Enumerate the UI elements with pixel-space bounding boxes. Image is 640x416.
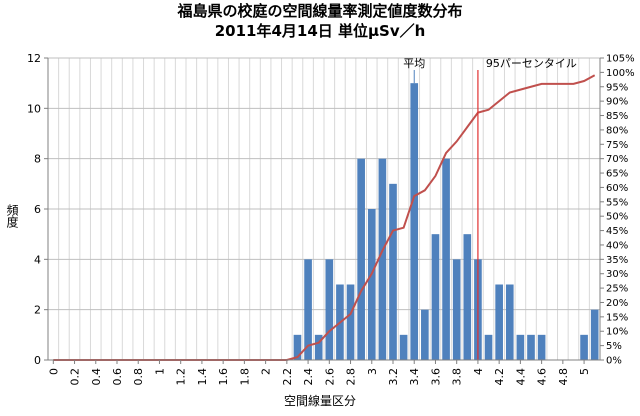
x-tick-label: 3.6 xyxy=(429,368,442,386)
x-tick-label: 4.6 xyxy=(536,368,549,386)
x-tick-label: 0.2 xyxy=(69,368,82,386)
x-tick-label: 4.8 xyxy=(557,368,570,386)
y2-tick-label: 30% xyxy=(606,269,628,280)
y2-tick-label: 95% xyxy=(606,82,628,93)
y2-tick-label: 50% xyxy=(606,212,628,223)
y2-tick-label: 15% xyxy=(606,312,628,323)
chart-title: 福島県の校庭の空間線量率測定値度数分布 xyxy=(177,2,463,20)
bar xyxy=(431,234,440,360)
y-tick-label: 0 xyxy=(34,354,41,367)
x-tick-label: 5 xyxy=(578,368,591,375)
y2-tick-label: 45% xyxy=(606,226,628,237)
y2-tick-label: 20% xyxy=(606,298,628,309)
y2-tick-label: 40% xyxy=(606,240,628,251)
x-tick-label: 2.2 xyxy=(281,368,294,386)
mean-annotation: 平均 xyxy=(403,57,425,70)
y2-tick-label: 90% xyxy=(606,97,628,108)
bar xyxy=(293,334,302,360)
x-axis-label: 空間線量区分 xyxy=(283,394,356,408)
x-tick-label: 2.8 xyxy=(345,368,358,386)
bar xyxy=(304,259,312,360)
x-tick-label: 1.8 xyxy=(238,368,251,386)
bar xyxy=(367,209,376,360)
bar xyxy=(378,158,387,360)
y-tick-label: 4 xyxy=(34,253,41,266)
bar xyxy=(505,284,514,360)
x-tick-label: 0.8 xyxy=(132,368,145,386)
y-axis-label: 頻度 xyxy=(5,204,19,228)
x-tick-label: 0.6 xyxy=(111,368,124,386)
y2-tick-label: 85% xyxy=(606,111,628,122)
y2-tick-label: 10% xyxy=(606,327,628,338)
x-tick-label: 1.4 xyxy=(196,368,209,386)
x-tick-label: 4.4 xyxy=(514,368,527,386)
bar xyxy=(495,284,503,360)
x-tick-label: 3.2 xyxy=(387,368,400,386)
y2-tick-label: 5% xyxy=(606,341,622,352)
bar xyxy=(442,158,450,360)
bar xyxy=(346,284,355,360)
y2-tick-label: 70% xyxy=(606,154,628,165)
y2-tick-label: 35% xyxy=(606,255,628,266)
bar xyxy=(537,334,546,360)
bar xyxy=(580,334,588,360)
x-tick-label: 4.2 xyxy=(493,368,506,386)
y2-tick-label: 80% xyxy=(606,125,628,136)
y2-tick-label: 105% xyxy=(606,54,635,65)
bar xyxy=(399,334,408,360)
x-tick-label: 2.6 xyxy=(323,368,336,386)
bar xyxy=(463,234,472,360)
chart-subtitle: 2011年4月14日 単位μSv／h xyxy=(214,22,426,40)
y-tick-label: 12 xyxy=(27,52,41,65)
y2-tick-label: 0% xyxy=(606,356,622,367)
bar xyxy=(484,334,493,360)
bar xyxy=(590,309,599,360)
x-tick-label: 1.6 xyxy=(217,368,230,386)
y2-tick-label: 65% xyxy=(606,169,628,180)
bar xyxy=(452,259,461,360)
bar xyxy=(527,334,535,360)
x-tick-label: 1 xyxy=(153,368,166,375)
bar xyxy=(357,158,365,360)
y-tick-label: 2 xyxy=(34,304,41,317)
x-tick-label: 0 xyxy=(47,368,60,375)
y2-tick-label: 75% xyxy=(606,140,628,151)
bar xyxy=(516,334,525,360)
x-tick-label: 2.4 xyxy=(302,368,315,386)
x-tick-label: 4 xyxy=(472,368,485,375)
percentile-95-annotation: 95パーセンタイル xyxy=(486,57,577,70)
x-tick-label: 3.4 xyxy=(408,368,421,386)
bar xyxy=(421,309,429,360)
y2-tick-label: 60% xyxy=(606,183,628,194)
x-tick-label: 3.8 xyxy=(451,368,464,386)
y-tick-label: 8 xyxy=(34,153,41,166)
x-tick-label: 3 xyxy=(366,368,379,375)
bar xyxy=(389,183,397,360)
x-tick-label: 2 xyxy=(260,368,273,375)
y-tick-label: 6 xyxy=(34,203,41,216)
y2-tick-label: 100% xyxy=(606,68,635,79)
bar xyxy=(314,334,323,360)
bar xyxy=(410,83,419,361)
bar xyxy=(325,259,334,360)
y2-tick-label: 55% xyxy=(606,197,628,208)
y2-tick-label: 25% xyxy=(606,284,628,295)
x-tick-label: 0.4 xyxy=(90,368,103,386)
x-tick-label: 1.2 xyxy=(175,368,188,386)
y-tick-label: 10 xyxy=(27,102,41,115)
